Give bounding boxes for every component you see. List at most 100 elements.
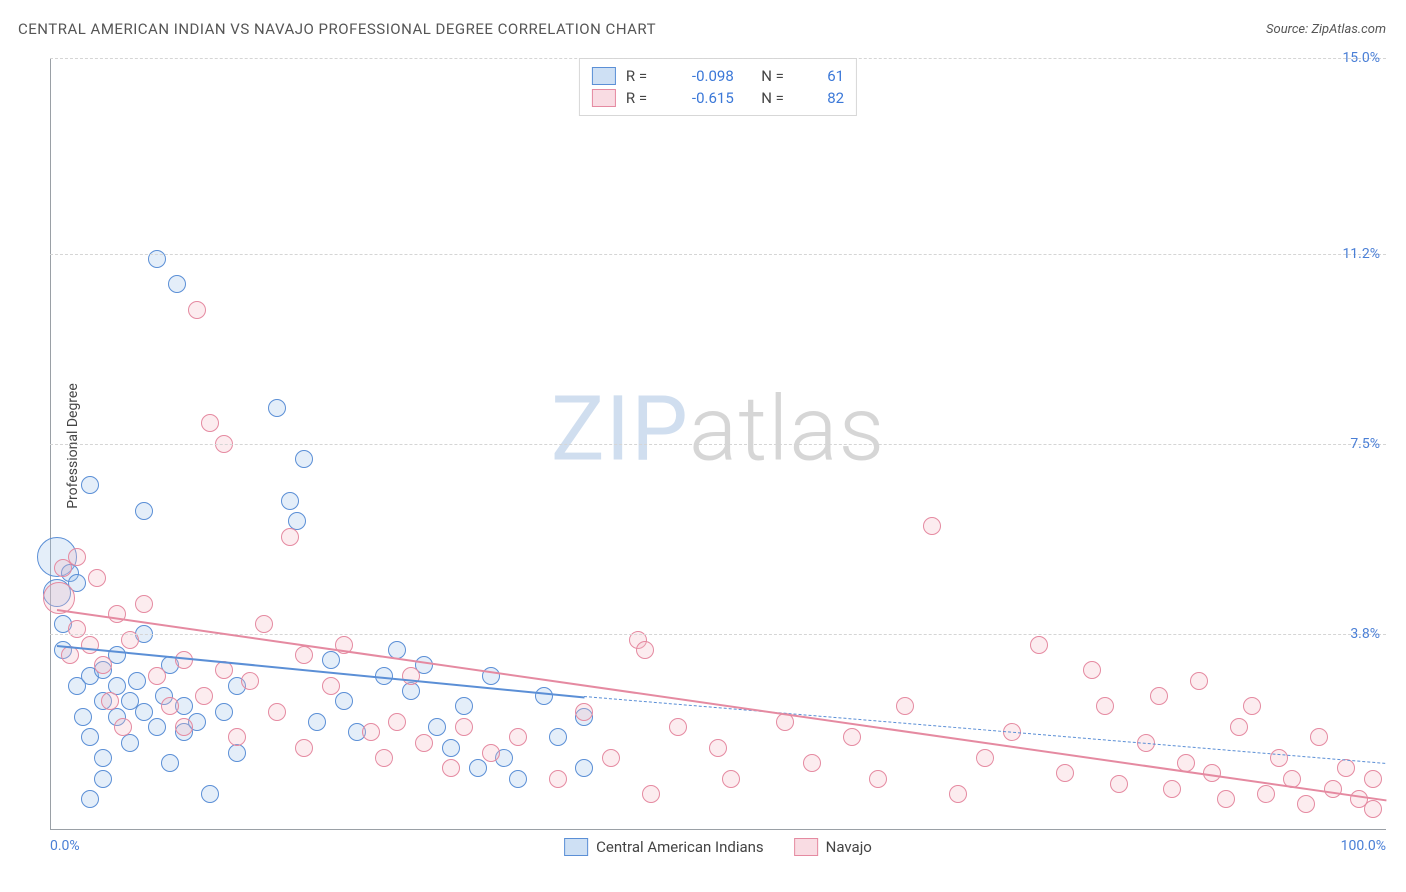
scatter-point bbox=[268, 399, 286, 417]
scatter-point bbox=[535, 687, 553, 705]
scatter-point bbox=[509, 728, 527, 746]
scatter-point bbox=[482, 744, 500, 762]
grid-line bbox=[50, 58, 1386, 59]
scatter-point bbox=[81, 790, 99, 808]
grid-line bbox=[50, 444, 1386, 445]
scatter-point bbox=[442, 759, 460, 777]
scatter-point bbox=[575, 759, 593, 777]
scatter-point bbox=[549, 770, 567, 788]
scatter-point bbox=[442, 739, 460, 757]
scatter-point bbox=[669, 718, 687, 736]
scatter-point bbox=[469, 759, 487, 777]
n-label: N = bbox=[761, 89, 817, 107]
scatter-point bbox=[642, 785, 660, 803]
scatter-point bbox=[636, 641, 654, 659]
scatter-point bbox=[228, 728, 246, 746]
scatter-point bbox=[362, 723, 380, 741]
scatter-point bbox=[722, 770, 740, 788]
scatter-point bbox=[455, 697, 473, 715]
scatter-point bbox=[114, 718, 132, 736]
scatter-point bbox=[428, 718, 446, 736]
scatter-point bbox=[215, 703, 233, 721]
legend-swatch bbox=[794, 838, 818, 856]
r-value: -0.615 bbox=[692, 89, 734, 107]
y-tick-label: 11.2% bbox=[1342, 246, 1380, 262]
scatter-point bbox=[322, 651, 340, 669]
scatter-point bbox=[68, 548, 86, 566]
scatter-point bbox=[94, 770, 112, 788]
scatter-point bbox=[509, 770, 527, 788]
y-tick-label: 3.8% bbox=[1350, 626, 1380, 642]
scatter-point bbox=[228, 744, 246, 762]
source-label: Source: bbox=[1266, 22, 1308, 37]
scatter-point bbox=[68, 620, 86, 638]
scatter-point bbox=[976, 749, 994, 767]
scatter-point bbox=[148, 718, 166, 736]
scatter-point bbox=[803, 754, 821, 772]
scatter-point bbox=[869, 770, 887, 788]
scatter-point bbox=[322, 677, 340, 695]
scatter-point bbox=[175, 718, 193, 736]
scatter-point bbox=[602, 749, 620, 767]
scatter-point bbox=[268, 703, 286, 721]
x-tick-label: 0.0% bbox=[50, 838, 80, 854]
chart-title: CENTRAL AMERICAN INDIAN VS NAVAJO PROFES… bbox=[18, 20, 656, 38]
series-legend: Central American Indians Navajo bbox=[564, 838, 872, 856]
scatter-point bbox=[148, 667, 166, 685]
source-value: ZipAtlas.com bbox=[1311, 22, 1386, 37]
scatter-point bbox=[1364, 770, 1382, 788]
scatter-point bbox=[241, 672, 259, 690]
scatter-point bbox=[135, 703, 153, 721]
r-label: R = bbox=[626, 67, 682, 85]
scatter-point bbox=[1310, 728, 1328, 746]
scatter-point bbox=[215, 661, 233, 679]
scatter-point bbox=[455, 718, 473, 736]
legend-item: Navajo bbox=[794, 838, 872, 856]
scatter-point bbox=[281, 528, 299, 546]
grid-line bbox=[50, 634, 1386, 635]
grid-line bbox=[50, 254, 1386, 255]
scatter-point bbox=[81, 636, 99, 654]
legend-item: Central American Indians bbox=[564, 838, 764, 856]
scatter-point bbox=[1337, 759, 1355, 777]
scatter-point bbox=[923, 517, 941, 535]
scatter-point bbox=[201, 785, 219, 803]
scatter-point bbox=[161, 697, 179, 715]
scatter-point bbox=[188, 301, 206, 319]
scatter-point bbox=[709, 739, 727, 757]
scatter-point bbox=[388, 713, 406, 731]
scatter-point bbox=[575, 703, 593, 721]
scatter-point bbox=[896, 697, 914, 715]
scatter-point bbox=[101, 692, 119, 710]
scatter-point bbox=[135, 502, 153, 520]
scatter-point bbox=[295, 646, 313, 664]
x-tick-label: 100.0% bbox=[1341, 838, 1386, 854]
scatter-point bbox=[1217, 790, 1235, 808]
y-tick-label: 15.0% bbox=[1342, 50, 1380, 66]
scatter-point bbox=[1083, 661, 1101, 679]
legend-row: R =-0.615 N =82 bbox=[592, 87, 844, 109]
legend-swatch bbox=[564, 838, 588, 856]
scatter-point bbox=[74, 708, 92, 726]
legend-swatch bbox=[592, 89, 616, 107]
scatter-point bbox=[128, 672, 146, 690]
scatter-point bbox=[121, 631, 139, 649]
scatter-point bbox=[121, 734, 139, 752]
y-tick-label: 7.5% bbox=[1350, 436, 1380, 452]
scatter-point bbox=[402, 682, 420, 700]
scatter-point bbox=[549, 728, 567, 746]
scatter-point bbox=[201, 414, 219, 432]
source-attribution: Source: ZipAtlas.com bbox=[1266, 22, 1386, 37]
scatter-point bbox=[375, 749, 393, 767]
scatter-point bbox=[1297, 795, 1315, 813]
scatter-point bbox=[1030, 636, 1048, 654]
scatter-point bbox=[295, 450, 313, 468]
n-value: 82 bbox=[827, 89, 844, 107]
r-value: -0.098 bbox=[692, 67, 734, 85]
scatter-point bbox=[843, 728, 861, 746]
legend-row: R =-0.098 N =61 bbox=[592, 65, 844, 87]
scatter-point bbox=[255, 615, 273, 633]
scatter-point bbox=[1364, 800, 1382, 818]
scatter-point bbox=[88, 569, 106, 587]
scatter-point bbox=[81, 728, 99, 746]
